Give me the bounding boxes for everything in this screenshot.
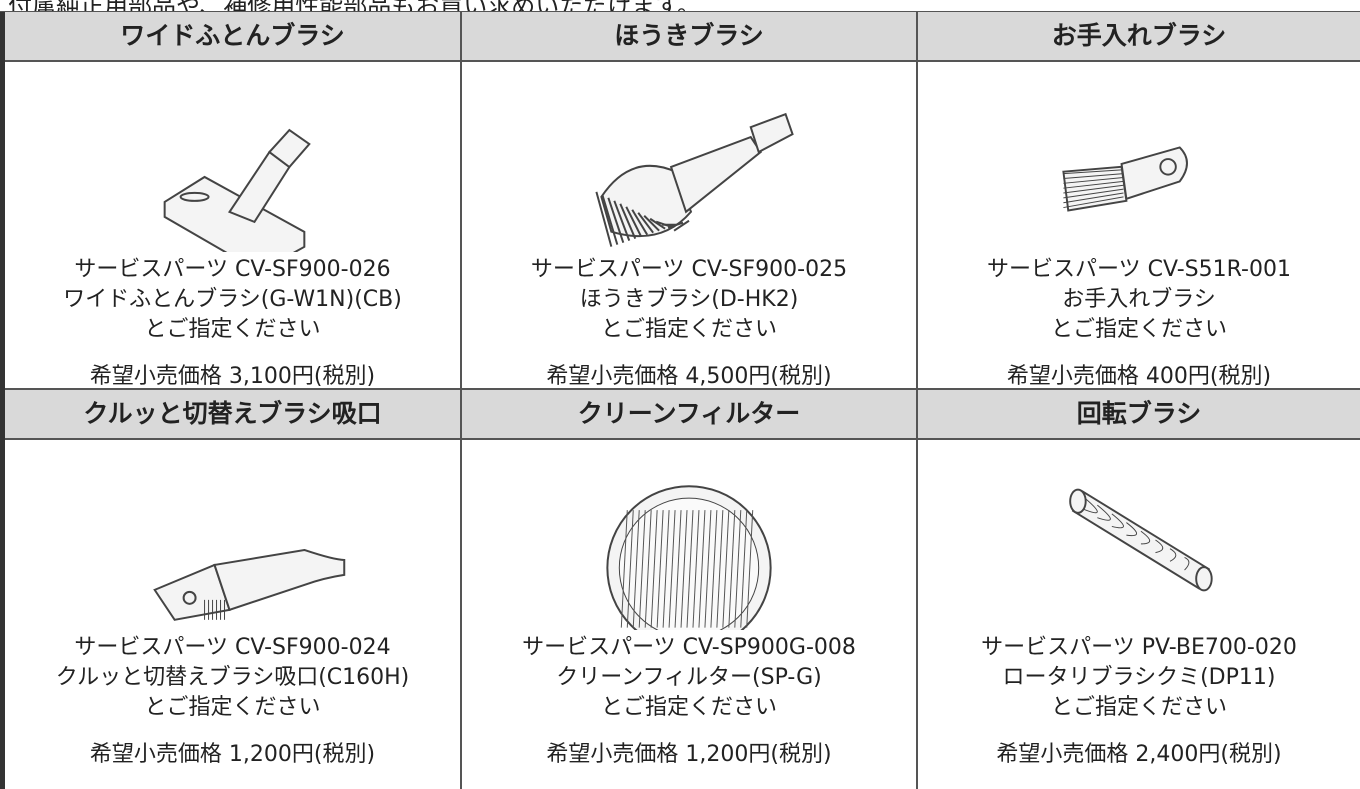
part-price: 希望小売価格 400円(税別) xyxy=(1006,364,1272,389)
part-description: とご指定ください xyxy=(1050,695,1227,720)
part-description: とご指定ください xyxy=(144,695,321,720)
part-description: ワイドふとんブラシ(G-W1N)(CB) xyxy=(63,287,402,312)
part-illustration xyxy=(1069,488,1213,592)
table-border xyxy=(0,12,5,789)
part-description: サービスパーツ CV-S51R-001 xyxy=(987,257,1291,282)
part-price: 希望小売価格 1,200円(税別) xyxy=(546,742,832,767)
part-description: ほうきブラシ(D-HK2) xyxy=(579,287,799,312)
part-description: とご指定ください xyxy=(1050,317,1227,342)
part-description: サービスパーツ CV-SF900-024 xyxy=(74,635,391,660)
part-description: クルッと切替えブラシ吸口(C160H) xyxy=(55,665,410,690)
part-illustration xyxy=(1062,146,1188,212)
cell-body: サービスパーツ CV-SP900G-008 クリーンフィルター(SP-G) とご指定… xyxy=(462,440,918,789)
part-description: とご指定ください xyxy=(600,695,777,720)
cell-header: ワイドふとんブラシ xyxy=(5,12,462,62)
part-description: お手入れブラシ xyxy=(1062,287,1216,312)
cell-body: サービスパーツ CV-S51R-001 お手入れブラシ とご指定ください希望小売価格… xyxy=(918,62,1360,390)
part-price: 希望小売価格 3,100円(税別) xyxy=(89,364,376,389)
part-price: 希望小売価格 2,400円(税別) xyxy=(996,742,1282,767)
part-illustration xyxy=(595,112,794,247)
part-description: サービスパーツ CV-SP900G-008 xyxy=(522,635,856,660)
part-description: とご指定ください xyxy=(144,317,321,342)
cell-header: クルッと切替えブラシ吸口 xyxy=(5,390,462,440)
cell-header: クリーンフィルター xyxy=(462,390,918,440)
part-description: サービスパーツ CV-SF900-026 xyxy=(74,257,391,282)
part-description: ロータリブラシクミ(DP11) xyxy=(1002,665,1276,690)
part-description: サービスパーツ PV-BE700-020 xyxy=(981,635,1297,660)
cell-header: お手入れブラシ xyxy=(918,12,1360,62)
part-price: 希望小売価格 1,200円(税別) xyxy=(89,742,376,767)
part-description: とご指定ください xyxy=(600,317,777,342)
cell-header: ほうきブラシ xyxy=(462,12,918,62)
part-illustration xyxy=(153,548,346,621)
part-price: 希望小売価格 4,500円(税別) xyxy=(546,364,832,389)
cell-body: サービスパーツ PV-BE700-020 ロータリブラシクミ(DP11) とご指定く… xyxy=(918,440,1360,789)
cell-header: 回転ブラシ xyxy=(918,390,1360,440)
cell-body: サービスパーツ CV-SF900-024 クルッと切替えブラシ吸口(C160H) と… xyxy=(5,440,462,789)
part-description: クリーンフィルター(SP-G) xyxy=(556,665,822,690)
part-description: サービスパーツ CV-SF900-025 xyxy=(530,257,848,282)
cell-body: サービスパーツ CV-SF900-025 ほうきブラシ(D-HK2) とご指定くださ… xyxy=(462,62,918,390)
part-illustration xyxy=(163,128,311,252)
part-illustration xyxy=(606,485,772,630)
cell-body: サービスパーツ CV-SF900-026 ワイドふとんブラシ(G-W1N)(CB)… xyxy=(5,62,462,390)
